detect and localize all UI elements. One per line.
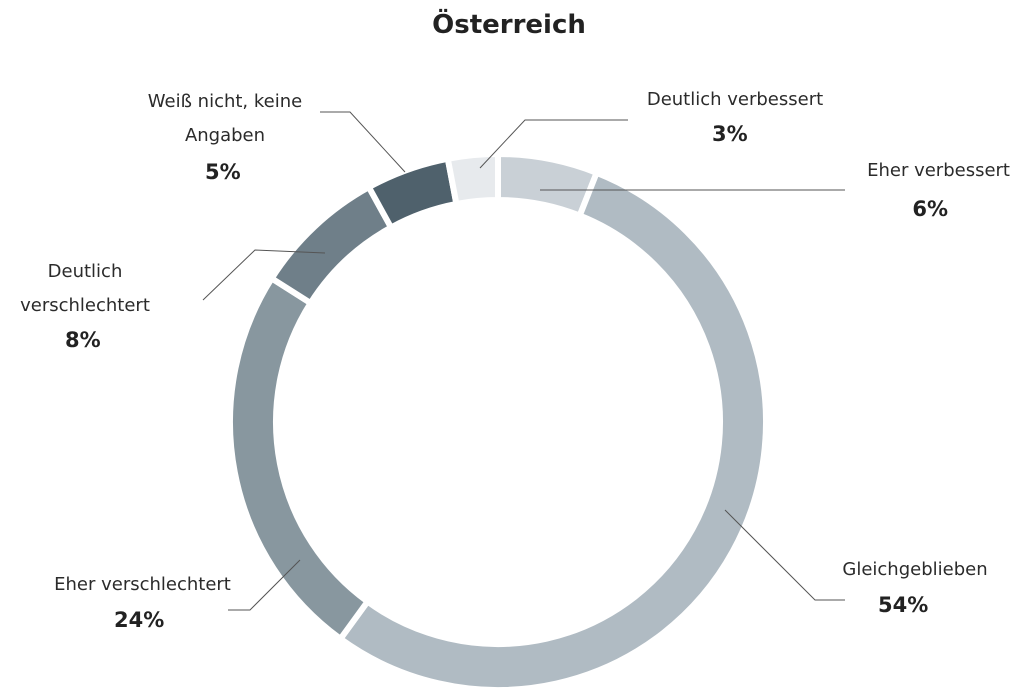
segment-label: Eher verbessert	[867, 160, 1010, 181]
leader-line	[320, 111, 406, 173]
donut-segment	[267, 183, 396, 308]
leader-line	[228, 559, 301, 611]
segment-label: Weiß nicht, keine Angaben	[147, 91, 303, 146]
leader-line	[479, 119, 628, 169]
donut-segment	[364, 155, 460, 232]
value-label: 8%	[65, 328, 101, 352]
value-label: 3%	[712, 122, 748, 146]
donut-segment	[444, 150, 501, 208]
value-label: 24%	[114, 608, 165, 632]
value-label: 5%	[205, 160, 241, 184]
value-label: 54%	[878, 593, 929, 617]
segment-label: Gleichgeblieben	[842, 559, 988, 580]
chart-title: Österreich	[432, 10, 586, 40]
value-label: 6%	[912, 197, 948, 221]
segment-label: Eher verschlechtert	[54, 574, 231, 595]
segment-label: Deutlich verschlechtert	[20, 261, 150, 316]
leader-line	[202, 249, 326, 301]
donut-segment	[336, 168, 769, 693]
segment-label: Deutlich verbessert	[646, 89, 824, 110]
leader-line	[724, 509, 845, 601]
